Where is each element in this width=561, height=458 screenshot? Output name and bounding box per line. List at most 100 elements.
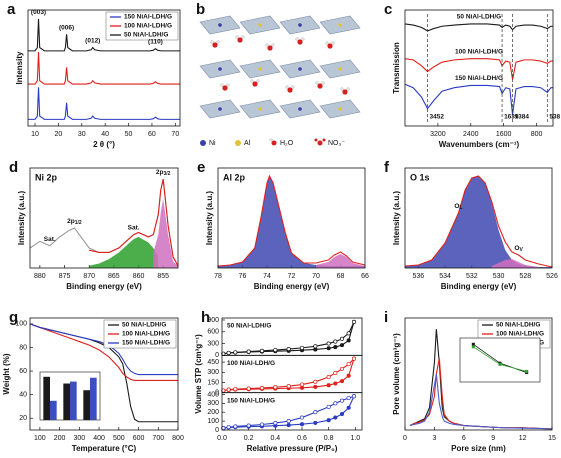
molecule	[222, 85, 228, 91]
x-tick-label: 532	[466, 273, 478, 280]
x-tick-label: 0.0	[217, 435, 227, 442]
panel-letter: b	[196, 1, 205, 18]
line	[404, 83, 553, 115]
marker	[346, 373, 351, 378]
molecule	[315, 81, 319, 85]
marker	[286, 419, 291, 424]
no3-icon	[317, 140, 323, 146]
marker	[233, 350, 238, 355]
marker	[351, 394, 357, 399]
x-tick-label: 0	[403, 435, 407, 442]
marker	[346, 362, 351, 367]
marker	[339, 398, 345, 403]
molecule	[295, 37, 299, 41]
area	[153, 199, 178, 268]
y-axis-label: Transmission	[392, 42, 401, 94]
annotation-text: O	[454, 203, 459, 210]
legend-label: 50 NiAl-LDH/G	[496, 322, 540, 329]
annotation-text: Sat.	[44, 235, 56, 242]
plot-frame	[29, 167, 179, 269]
marker	[286, 384, 291, 389]
y-tick-label: 0	[215, 427, 219, 434]
annotation-sub: V	[519, 247, 523, 253]
marker	[299, 422, 305, 427]
x-tick-label: 70	[312, 273, 320, 280]
x-tick-label: 500	[113, 435, 125, 442]
marker	[286, 423, 291, 428]
annotation: (110)	[148, 38, 163, 45]
x-tick-label: 60	[148, 131, 156, 138]
molecule	[327, 43, 333, 49]
line	[29, 323, 178, 376]
x-tick-label: 0.2	[244, 435, 254, 442]
y-tick-label: 0	[215, 352, 219, 359]
panel-letter: f	[384, 159, 390, 176]
x-tick-label: 865	[108, 273, 120, 280]
atom	[258, 107, 262, 111]
annotation: Sat.	[128, 224, 140, 231]
x-tick-label: 6	[462, 435, 466, 442]
x-tick-label: 30	[78, 131, 86, 138]
marker	[313, 379, 318, 384]
panel-letter: d	[9, 159, 18, 176]
x-tick-label: 800	[172, 435, 184, 442]
inset-bar	[90, 377, 97, 420]
marker	[339, 411, 345, 417]
y-axis-label: Volume STP (cm³g⁻¹)	[194, 334, 203, 414]
atom	[298, 107, 302, 111]
x-tick-label: 200	[54, 435, 66, 442]
inset-marker	[498, 362, 502, 366]
h2o-icon	[271, 140, 277, 146]
inset-bar	[50, 400, 57, 420]
annotation-sub: 1/2	[75, 220, 82, 226]
panel-letter: i	[384, 309, 388, 326]
y-tick-label: 40	[19, 391, 27, 398]
schematic: b Ni Al H₂O NO₃⁻	[196, 1, 361, 147]
y-tick-label: 80	[19, 344, 27, 351]
legend-label: NO₃⁻	[328, 140, 345, 147]
x-tick-label: 0.8	[324, 435, 334, 442]
marker	[333, 401, 338, 406]
x-axis-label: Pore size (nm)	[451, 444, 506, 453]
marker	[299, 415, 305, 420]
marker	[313, 344, 318, 349]
annotation-text: (006)	[59, 24, 74, 31]
x-tick-label: 10	[31, 131, 39, 138]
atom	[218, 107, 222, 111]
x-tick-label: 15	[548, 435, 556, 442]
x-tick-label: 68	[337, 273, 345, 280]
annotation: OV	[514, 245, 523, 254]
annotation-text: 2p	[67, 218, 75, 225]
peak-label: 1639	[504, 114, 519, 121]
inset-marker	[471, 342, 475, 346]
y-tick-label: 100	[207, 418, 219, 425]
molecule	[285, 85, 289, 89]
marker	[313, 420, 318, 425]
x-tick-label: 528	[519, 273, 531, 280]
molecule	[220, 83, 224, 87]
annotation: (006)	[59, 24, 74, 31]
x-tick-label: 1.0	[350, 435, 360, 442]
x-axis-label: Binding energy (eV)	[66, 282, 142, 291]
marker	[326, 346, 331, 351]
atom	[258, 67, 262, 71]
atom	[338, 107, 342, 111]
marker	[333, 415, 338, 420]
x-tick-label: 880	[34, 273, 46, 280]
marker	[226, 387, 231, 392]
x-tick-label: 300	[73, 435, 85, 442]
molecule	[212, 42, 218, 48]
panel-title: Al 2p	[223, 172, 246, 182]
molecule	[342, 89, 348, 95]
x-tick-label: 700	[152, 435, 164, 442]
marker	[339, 343, 345, 348]
marker	[333, 381, 338, 386]
annotation-sub: 3/2	[164, 171, 171, 177]
line	[404, 23, 553, 32]
marker	[299, 345, 305, 350]
legend-label: H₂O	[280, 140, 294, 147]
marker	[299, 385, 305, 390]
series-label: 100 NiAl-LDH/G	[455, 48, 503, 55]
marker	[273, 421, 278, 426]
x-tick-label: 20	[55, 131, 63, 138]
